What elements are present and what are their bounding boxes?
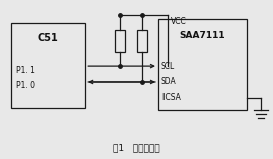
Text: SCL: SCL — [161, 62, 175, 71]
Text: P1. 1: P1. 1 — [16, 66, 34, 75]
Bar — [115, 30, 125, 52]
Bar — [158, 19, 247, 110]
Text: SAA7111: SAA7111 — [180, 31, 225, 40]
Text: 图1   硬件连接图: 图1 硬件连接图 — [113, 143, 159, 152]
Text: VCC: VCC — [171, 17, 186, 26]
Text: SDA: SDA — [161, 77, 177, 86]
Text: C51: C51 — [38, 33, 58, 43]
Text: IICSA: IICSA — [161, 93, 181, 102]
Text: P1. 0: P1. 0 — [16, 81, 35, 90]
Bar — [137, 30, 147, 52]
Bar — [11, 23, 85, 108]
